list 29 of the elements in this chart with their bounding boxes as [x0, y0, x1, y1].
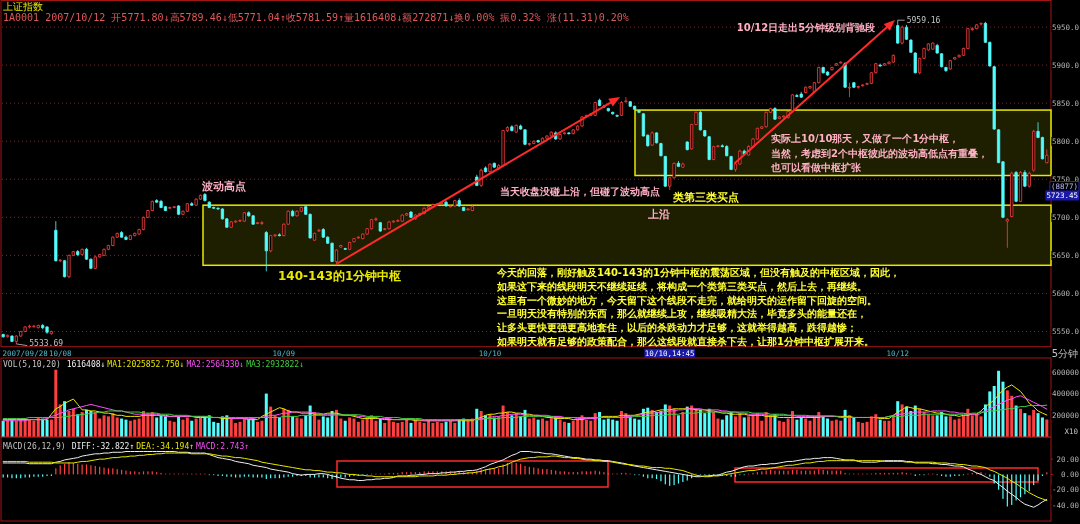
annotation: 上沿 [646, 207, 670, 220]
annotation: 如果明天就有足够的政策配合，那么这线段就直接杀下去，让那1分钟中枢扩展开来。 [496, 335, 874, 347]
annotation: 1616408↓ [66, 359, 106, 369]
series-label: DIFF:-32.822↑ [71, 441, 135, 451]
annotation: 如果这下来的线段明天不继续延续，将构成一个类第三类买点，然后上去，再继续。 [496, 281, 867, 292]
annotation: 实际上10/10那天，又做了一个1分中枢， [771, 133, 960, 144]
annotation: 也可以看做中枢扩张 [770, 162, 862, 173]
annotation: 5959.16 [906, 16, 941, 26]
text: MA2:2564330↓ [186, 359, 245, 369]
band-label: 140-143的1分钟中枢 [278, 269, 402, 284]
annotation: 这里有一个微妙的地方，今天留下这个线段不走完，就给明天的运作留下回旋的空间。 [496, 294, 877, 306]
annotation: 当天收盘没碰上沿，但碰了波动高点 [500, 186, 660, 197]
annotation: 5533.69 [29, 338, 64, 348]
annotation: 一旦明天没有特别的东西，那么就继续上攻，继续吸精大法，毕竟多头的能量还在， [497, 308, 867, 319]
annotation: 今天的回落，刚好触及140-143的1分钟中枢的震荡区域，但没有触及的中枢区域，因此， [496, 267, 900, 278]
series-label: DEA:-34.194↑ [136, 441, 195, 451]
text: MACD(26,12,9) [3, 441, 66, 451]
annotation: 让多头更快更强更高地套住，以后的杀跌动力才足够，这就举得越高，跌得越惨； [496, 322, 857, 333]
annotation: 10/12日走出5分钟级别背驰段 [736, 22, 877, 34]
text: 5分钟 [1051, 347, 1078, 359]
annotation: MACD:2.743↑ [196, 441, 250, 451]
annotation: 类第三类买点 [671, 190, 739, 204]
text: 1A0001 2007/10/12 开5771.80↓高5789.46↓低5771.04↑收5781.59↑量1616408↓额272871↓换0.00% 振0.32% 涨(11.31)0.20% [3, 11, 629, 23]
annotation: 当然，考虑到2个中枢彼此的波动高低点有重叠， [771, 148, 988, 159]
text: MA1:2025852.750↓ [107, 359, 185, 369]
chart-title: 上证指数 [3, 0, 43, 12]
annotation: 波动高点 [201, 179, 246, 193]
chart-title: VOL(5,10,20) [3, 359, 61, 369]
text: MA3:2932822↓ [246, 359, 304, 369]
